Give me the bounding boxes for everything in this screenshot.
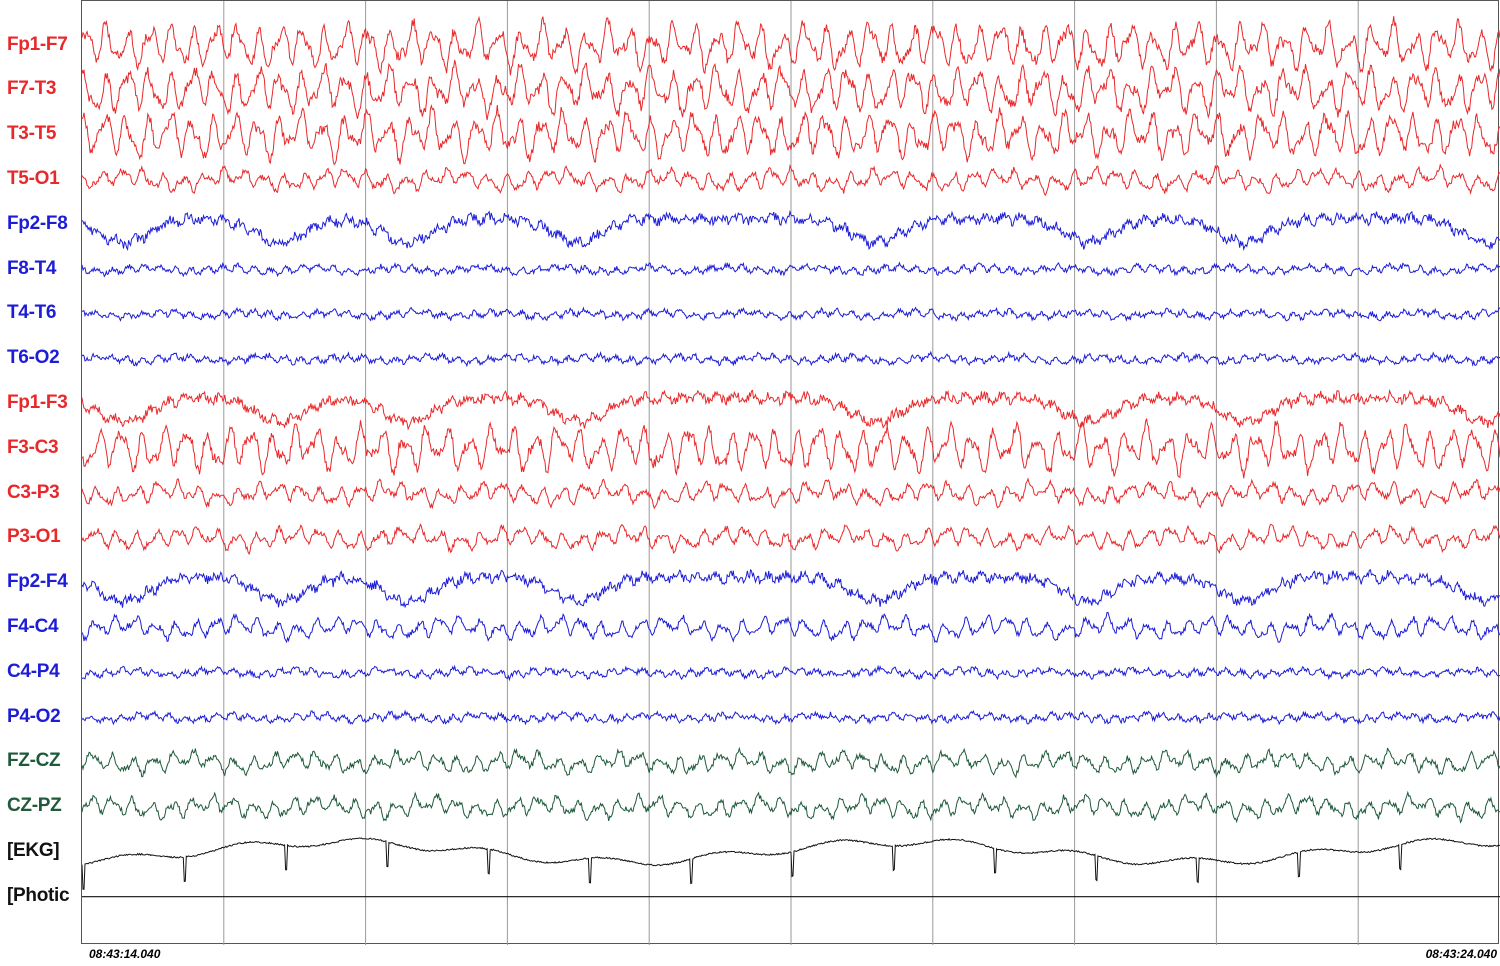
channel-trace-ekg — [82, 837, 1500, 890]
channel-label: FZ-CZ — [7, 750, 61, 772]
channel-trace-c4-p4 — [82, 664, 1500, 682]
channel-trace-c3-p3 — [82, 477, 1500, 510]
eeg-trace-panel[interactable] — [81, 0, 1500, 945]
time-start-label: 08:43:14.040 — [89, 947, 161, 961]
channel-trace-f3-c3 — [82, 418, 1500, 479]
channel-label: T6-O2 — [7, 347, 60, 369]
channel-label: C4-P4 — [7, 660, 60, 682]
channel-trace-fz-cz — [82, 746, 1500, 779]
channel-label: F8-T4 — [7, 257, 57, 279]
channel-label: F3-C3 — [7, 436, 59, 458]
channel-trace-fp2-f8 — [82, 209, 1500, 252]
channel-trace-f7-t3 — [82, 59, 1500, 121]
channel-trace-p4-o2 — [82, 709, 1500, 726]
channel-label: P4-O2 — [7, 705, 61, 727]
channel-label: P3-O1 — [7, 526, 61, 548]
channel-label: T5-O1 — [7, 167, 60, 189]
channel-trace-t6-o2 — [82, 350, 1500, 368]
channel-label: F4-C4 — [7, 615, 59, 637]
channel-label: Fp2-F8 — [7, 212, 68, 234]
channel-label: Fp2-F4 — [7, 571, 68, 593]
channel-label: [EKG] — [7, 839, 60, 861]
channel-trace-f4-c4 — [82, 611, 1500, 644]
channel-label: T3-T5 — [7, 123, 57, 145]
channel-label: F7-T3 — [7, 78, 57, 100]
channel-label: Fp1-F3 — [7, 391, 68, 413]
time-end-label: 08:43:24.040 — [1425, 947, 1497, 961]
channel-trace-cz-pz — [82, 790, 1500, 824]
channel-label: CZ-PZ — [7, 795, 62, 817]
channel-trace-f8-t4 — [82, 261, 1500, 278]
channel-label: Fp1-F7 — [7, 33, 68, 55]
channel-trace-p3-o1 — [82, 523, 1500, 556]
channel-label: C3-P3 — [7, 481, 60, 503]
channel-trace-t4-t6 — [82, 306, 1500, 322]
channel-trace-fp1-f3 — [82, 388, 1500, 431]
channel-trace-t3-t5 — [82, 104, 1500, 166]
channel-trace-fp2-f4 — [82, 568, 1500, 609]
channel-label-column: Fp1-F7 F7-T3 T3-T5 T5-O1 Fp2-F8 F8-T4 T4-T6 T6-… — [0, 0, 80, 966]
channel-label: T4-T6 — [7, 302, 57, 324]
channel-trace-t5-o1 — [82, 163, 1500, 197]
channel-label: [Photic — [7, 884, 70, 906]
eeg-waveform-canvas — [82, 1, 1500, 945]
channel-trace-fp1-f7 — [82, 15, 1500, 76]
